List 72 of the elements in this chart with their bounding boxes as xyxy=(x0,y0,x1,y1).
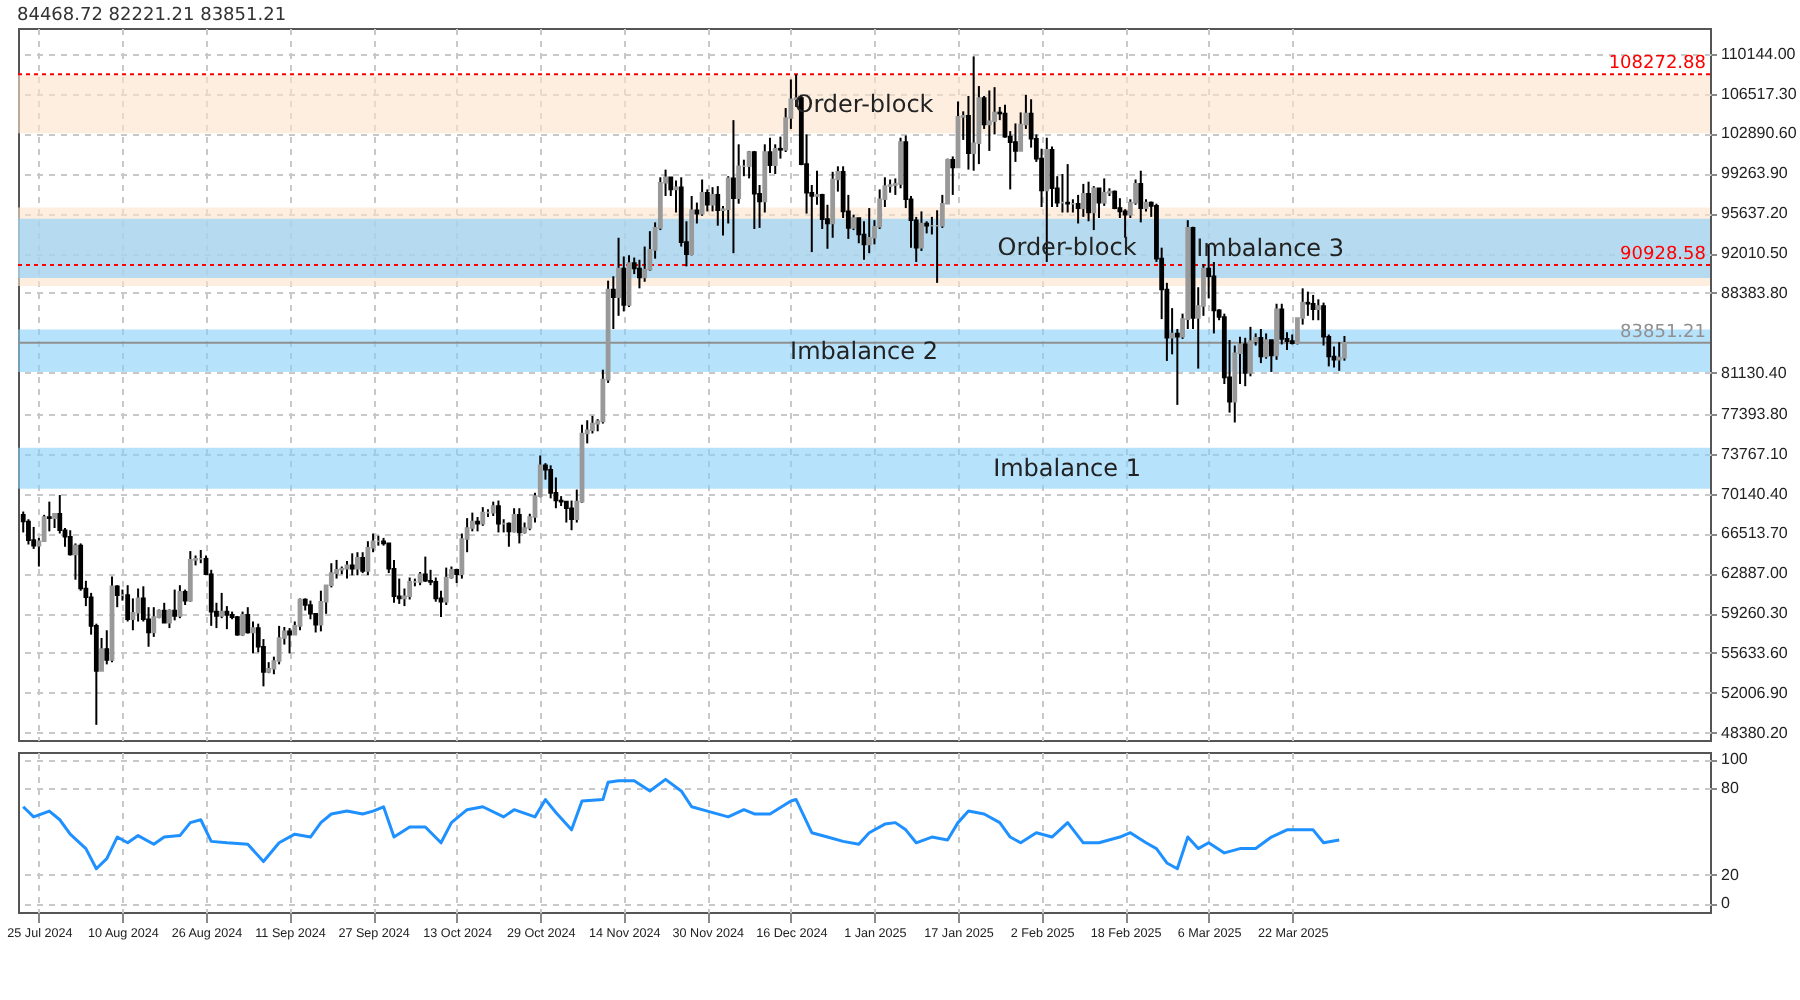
candlestick xyxy=(1258,328,1264,365)
y-tick-label: 88383.80 xyxy=(1721,283,1789,302)
line-series xyxy=(21,777,1341,871)
y-tick-label: 102890.60 xyxy=(1721,124,1798,143)
candlestick xyxy=(135,587,141,623)
candlestick xyxy=(704,188,710,213)
y-tick-label: 48380.20 xyxy=(1721,723,1789,742)
ref-line-label: 108272.88 xyxy=(1608,54,1707,75)
y-tick-label: 81130.40 xyxy=(1721,363,1788,382)
candlestick xyxy=(161,601,167,624)
candlestick xyxy=(1065,163,1071,214)
candlestick xyxy=(276,624,282,666)
candlestick xyxy=(971,55,977,172)
candlestick xyxy=(1268,339,1274,373)
candlestick xyxy=(1080,182,1086,218)
candlestick xyxy=(548,464,554,500)
candlestick xyxy=(563,500,569,524)
y-tick-label: 110144.00 xyxy=(1721,44,1797,63)
candlestick xyxy=(318,589,324,633)
candlestick xyxy=(699,178,705,217)
candlestick xyxy=(950,155,956,196)
candlestick xyxy=(1138,169,1144,224)
y-tick-label: 70140.40 xyxy=(1721,484,1789,503)
candlestick xyxy=(986,89,992,152)
band-label: Imbalance 2 xyxy=(790,336,938,365)
chart-title: 84468.72 82221.21 83851.21 xyxy=(17,6,287,26)
y-tick-label: 80 xyxy=(1721,779,1740,798)
candlestick xyxy=(26,518,31,546)
y-tick-label: 52006.90 xyxy=(1721,683,1789,702)
candlestick xyxy=(114,584,120,609)
y-tick-label: 20 xyxy=(1721,865,1740,884)
candlestick xyxy=(772,143,778,176)
y-tick-label: 55633.60 xyxy=(1721,643,1789,662)
y-tick-label: 66513.70 xyxy=(1721,524,1789,543)
candlestick xyxy=(46,500,52,533)
candlestick xyxy=(866,207,872,255)
ref-line-label: 83851.21 xyxy=(1620,322,1706,343)
candlestick xyxy=(731,119,736,255)
candlestick xyxy=(365,540,371,577)
candlestick xyxy=(1310,293,1316,322)
y-tick-label: 99263.90 xyxy=(1721,164,1789,183)
candlestick xyxy=(751,149,757,230)
y-tick-label: 95637.20 xyxy=(1721,204,1789,223)
candlestick xyxy=(1086,180,1091,223)
y-tick-label: 106517.30 xyxy=(1721,84,1798,103)
candlestick xyxy=(172,588,178,622)
y-tick-label: 73767.10 xyxy=(1721,444,1789,463)
ref-line-label: 90928.58 xyxy=(1620,244,1707,265)
candlestick xyxy=(349,552,355,577)
y-tick-label: 100 xyxy=(1721,750,1749,769)
candlestick xyxy=(177,584,183,620)
candlestick xyxy=(506,521,512,548)
candlestick xyxy=(480,506,486,527)
candlestick xyxy=(1091,185,1097,232)
y-tick-label: 77393.80 xyxy=(1721,404,1789,423)
candlestick xyxy=(422,555,428,583)
candlestick xyxy=(1305,290,1311,317)
candlestick xyxy=(516,507,522,545)
candlestick xyxy=(240,610,245,637)
y-tick-label: 59260.30 xyxy=(1721,604,1789,623)
candlestick xyxy=(125,584,131,623)
y-tick-label: 0 xyxy=(1721,894,1731,913)
candlestick xyxy=(355,551,360,577)
y-tick-label: 92010.50 xyxy=(1721,244,1789,263)
candlestick xyxy=(407,576,413,601)
candlestick xyxy=(334,558,339,580)
band-label: Imbalance 1 xyxy=(993,454,1141,483)
candlestick xyxy=(308,599,313,621)
candlestick xyxy=(496,499,501,534)
y-tick-label: 62887.00 xyxy=(1721,564,1789,583)
candlestick xyxy=(187,550,193,603)
candlestick xyxy=(287,627,292,655)
